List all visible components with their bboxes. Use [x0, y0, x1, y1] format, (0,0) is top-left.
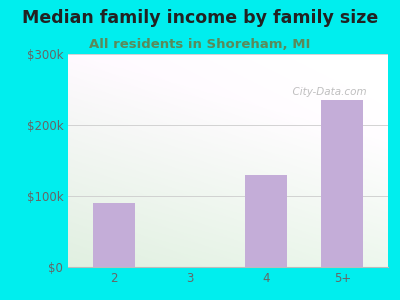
Text: All residents in Shoreham, MI: All residents in Shoreham, MI: [89, 38, 311, 50]
Bar: [321, 100, 363, 267]
Text: City-Data.com: City-Data.com: [286, 87, 366, 97]
Bar: [245, 175, 287, 267]
Bar: [93, 203, 135, 267]
Text: Median family income by family size: Median family income by family size: [22, 9, 378, 27]
